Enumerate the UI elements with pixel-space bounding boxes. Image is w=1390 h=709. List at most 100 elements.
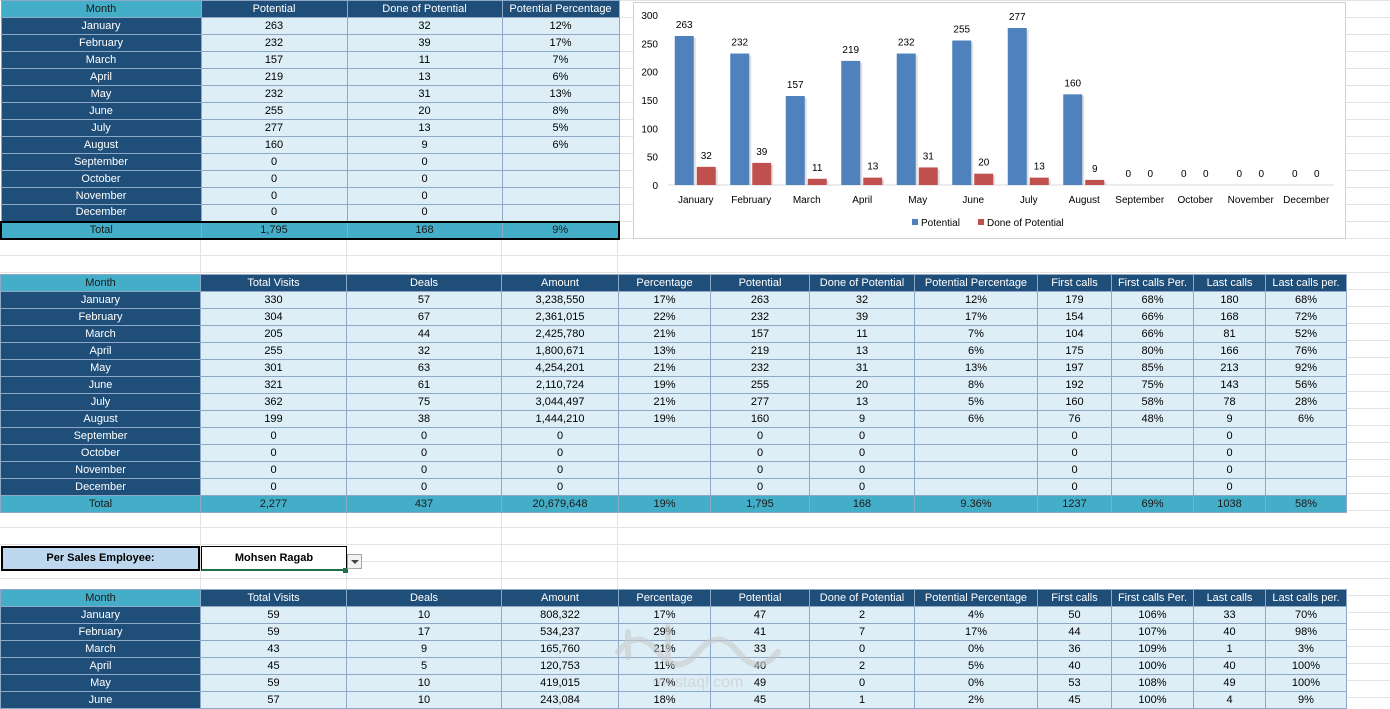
- value-cell[interactable]: [501, 170, 620, 188]
- value-cell[interactable]: 6%: [501, 68, 620, 86]
- value-cell[interactable]: 45: [1037, 691, 1112, 709]
- column-header[interactable]: Done of Potential: [809, 274, 915, 292]
- value-cell[interactable]: 63: [346, 359, 502, 377]
- total-cell[interactable]: 168: [809, 495, 915, 513]
- value-cell[interactable]: 165,760: [501, 640, 619, 658]
- value-cell[interactable]: 0: [200, 204, 348, 222]
- value-cell[interactable]: 0: [809, 427, 915, 445]
- value-cell[interactable]: 0: [346, 204, 503, 222]
- value-cell[interactable]: 59: [200, 674, 347, 692]
- value-cell[interactable]: 0%: [914, 674, 1038, 692]
- value-cell[interactable]: 180: [1193, 291, 1266, 309]
- value-cell[interactable]: 66%: [1111, 308, 1194, 326]
- total-cell[interactable]: 9%: [501, 220, 620, 240]
- value-cell[interactable]: 49: [710, 674, 810, 692]
- value-cell[interactable]: 277: [200, 119, 348, 137]
- value-cell[interactable]: 36: [1037, 640, 1112, 658]
- value-cell[interactable]: 213: [1193, 359, 1266, 377]
- value-cell[interactable]: 160: [200, 136, 348, 154]
- value-cell[interactable]: 0: [1037, 444, 1112, 462]
- value-cell[interactable]: 255: [200, 342, 347, 360]
- column-header[interactable]: Done of Potential: [809, 589, 915, 607]
- value-cell[interactable]: 419,015: [501, 674, 619, 692]
- value-cell[interactable]: 81: [1193, 325, 1266, 343]
- value-cell[interactable]: 5%: [914, 657, 1038, 675]
- value-cell[interactable]: 59: [200, 623, 347, 641]
- value-cell[interactable]: 61: [346, 376, 502, 394]
- value-cell[interactable]: 78: [1193, 393, 1266, 411]
- value-cell[interactable]: 0: [346, 170, 503, 188]
- value-cell[interactable]: 33: [710, 640, 810, 658]
- value-cell[interactable]: 22%: [618, 308, 711, 326]
- value-cell[interactable]: 157: [200, 51, 348, 69]
- value-cell[interactable]: 0: [200, 478, 347, 496]
- column-header[interactable]: Potential Percentage: [914, 274, 1038, 292]
- column-header[interactable]: Deals: [346, 274, 502, 292]
- value-cell[interactable]: [1265, 461, 1347, 479]
- value-cell[interactable]: 4,254,201: [501, 359, 619, 377]
- month-cell[interactable]: October: [0, 170, 202, 188]
- value-cell[interactable]: 175: [1037, 342, 1112, 360]
- total-cell[interactable]: 69%: [1111, 495, 1194, 513]
- value-cell[interactable]: 0: [1193, 478, 1266, 496]
- column-header[interactable]: Last calls per.: [1265, 274, 1347, 292]
- value-cell[interactable]: 10: [346, 606, 502, 624]
- month-cell[interactable]: June: [0, 102, 202, 120]
- value-cell[interactable]: 32: [346, 342, 502, 360]
- value-cell[interactable]: 6%: [914, 342, 1038, 360]
- total-cell[interactable]: 20,679,648: [501, 495, 619, 513]
- value-cell[interactable]: 301: [200, 359, 347, 377]
- month-cell[interactable]: June: [0, 376, 201, 394]
- value-cell[interactable]: 0: [200, 187, 348, 205]
- value-cell[interactable]: 43: [200, 640, 347, 658]
- value-cell[interactable]: 20: [346, 102, 503, 120]
- value-cell[interactable]: 534,237: [501, 623, 619, 641]
- value-cell[interactable]: 0: [809, 478, 915, 496]
- value-cell[interactable]: 5%: [914, 393, 1038, 411]
- month-cell[interactable]: April: [0, 68, 202, 86]
- total-label[interactable]: Total: [0, 220, 202, 240]
- value-cell[interactable]: 17%: [914, 308, 1038, 326]
- value-cell[interactable]: 277: [710, 393, 810, 411]
- value-cell[interactable]: [1111, 461, 1194, 479]
- value-cell[interactable]: 232: [710, 308, 810, 326]
- value-cell[interactable]: [914, 444, 1038, 462]
- value-cell[interactable]: 157: [710, 325, 810, 343]
- column-header[interactable]: Potential: [200, 0, 348, 18]
- value-cell[interactable]: 70%: [1265, 606, 1347, 624]
- total-cell[interactable]: 1237: [1037, 495, 1112, 513]
- month-cell[interactable]: August: [0, 136, 202, 154]
- column-header[interactable]: Percentage: [618, 274, 711, 292]
- month-cell[interactable]: September: [0, 153, 202, 171]
- value-cell[interactable]: 13%: [501, 85, 620, 103]
- column-header[interactable]: Done of Potential: [346, 0, 503, 18]
- column-header[interactable]: Percentage: [618, 589, 711, 607]
- value-cell[interactable]: 6%: [1265, 410, 1347, 428]
- value-cell[interactable]: 32: [346, 17, 503, 35]
- column-header[interactable]: Last calls per.: [1265, 589, 1347, 607]
- value-cell[interactable]: 232: [200, 34, 348, 52]
- value-cell[interactable]: 0: [1037, 461, 1112, 479]
- column-header[interactable]: Total Visits: [200, 589, 347, 607]
- value-cell[interactable]: 0: [501, 427, 619, 445]
- value-cell[interactable]: 107%: [1111, 623, 1194, 641]
- value-cell[interactable]: 50: [1037, 606, 1112, 624]
- value-cell[interactable]: 0: [501, 461, 619, 479]
- value-cell[interactable]: 100%: [1265, 657, 1347, 675]
- month-cell[interactable]: March: [0, 640, 201, 658]
- value-cell[interactable]: 0: [1193, 427, 1266, 445]
- value-cell[interactable]: [1265, 427, 1347, 445]
- month-cell[interactable]: January: [0, 606, 201, 624]
- value-cell[interactable]: [914, 461, 1038, 479]
- value-cell[interactable]: 5: [346, 657, 502, 675]
- value-cell[interactable]: 21%: [618, 393, 711, 411]
- value-cell[interactable]: 21%: [618, 325, 711, 343]
- value-cell[interactable]: [1111, 444, 1194, 462]
- value-cell[interactable]: 4: [1193, 691, 1266, 709]
- value-cell[interactable]: 39: [346, 34, 503, 52]
- value-cell[interactable]: 4%: [914, 606, 1038, 624]
- value-cell[interactable]: 29%: [618, 623, 711, 641]
- month-cell[interactable]: May: [0, 85, 202, 103]
- value-cell[interactable]: 808,322: [501, 606, 619, 624]
- value-cell[interactable]: 192: [1037, 376, 1112, 394]
